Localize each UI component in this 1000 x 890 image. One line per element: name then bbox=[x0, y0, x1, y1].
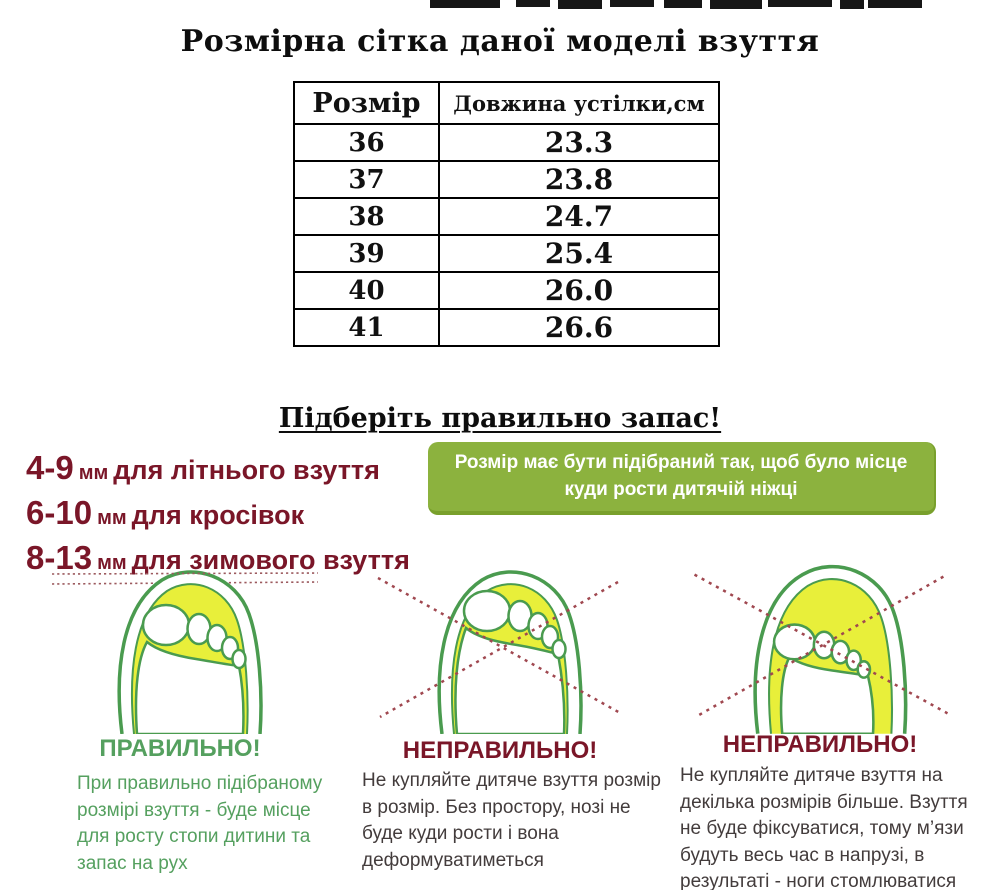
allowance-text: для літнього взуття bbox=[113, 455, 380, 485]
verdict-label-incorrect-loose: НЕПРАВИЛЬНО! bbox=[722, 731, 918, 758]
foot-diagram-loose bbox=[693, 564, 949, 734]
size-cell: 37 bbox=[293, 160, 440, 199]
toe bbox=[551, 638, 567, 660]
table-header-row: Розмір Довжина устілки,см bbox=[293, 81, 720, 125]
cropped-text-fragment bbox=[430, 0, 500, 8]
allowance-unit: мм bbox=[97, 507, 127, 529]
size-cell: 41 bbox=[293, 308, 440, 347]
big-toe bbox=[141, 603, 191, 647]
column-header-length: Довжина устілки,см bbox=[438, 81, 720, 125]
cropped-text-fragment bbox=[516, 0, 550, 7]
foot-illustration bbox=[454, 625, 566, 734]
tip-text: Розмір має бути підібраний так, щоб було… bbox=[454, 452, 908, 500]
allowance-item-winter: 8-13 мм для зимового взуття bbox=[26, 539, 436, 577]
foot-illustration bbox=[134, 640, 245, 734]
verdict-label-incorrect-tight: НЕПРАВИЛЬНО! bbox=[402, 737, 598, 764]
length-cell: 24.7 bbox=[438, 197, 720, 236]
allowance-range: 4-9 bbox=[26, 449, 74, 486]
length-cell: 23.3 bbox=[438, 123, 720, 162]
subtitle: Підберіть правильно запас! bbox=[278, 403, 722, 434]
table-row: 41 26.6 bbox=[293, 308, 720, 347]
cropped-text-fragment bbox=[664, 0, 702, 8]
allowance-item-sneakers: 6-10 мм для кросівок bbox=[26, 494, 436, 532]
foot-diagram-correct bbox=[51, 570, 319, 734]
toe bbox=[845, 649, 863, 672]
cropped-text-fragment bbox=[768, 0, 832, 7]
cropped-text-fragment bbox=[710, 0, 762, 9]
cropped-text-fragment bbox=[558, 0, 602, 9]
cross-out-mark bbox=[377, 576, 623, 716]
cropped-text-fragment bbox=[610, 0, 654, 7]
foot-diagram-tight bbox=[377, 570, 623, 734]
big-toe bbox=[462, 589, 512, 633]
page-title: Розмірна сітка даної моделі взуття bbox=[180, 24, 820, 59]
allowance-text: для зимового взуття bbox=[131, 545, 410, 575]
allowance-unit: мм bbox=[78, 462, 109, 484]
size-cell: 36 bbox=[293, 123, 440, 162]
table-row: 40 26.0 bbox=[293, 271, 720, 310]
column-header-size: Розмір bbox=[293, 81, 440, 125]
allowance-range: 6-10 bbox=[26, 494, 93, 531]
table-row: 36 23.3 bbox=[293, 123, 720, 162]
description-incorrect-loose: Не купляйте дитяче взуття на декілька ро… bbox=[680, 765, 968, 890]
allowance-unit: мм bbox=[97, 552, 127, 574]
length-cell: 26.0 bbox=[438, 271, 720, 310]
allowance-list: 4-9 мм для літнього взуття 6-10 мм для кросі… bbox=[26, 449, 436, 584]
cropped-text-fragment bbox=[840, 0, 864, 9]
length-cell: 25.4 bbox=[438, 234, 720, 273]
foot-illustration bbox=[779, 655, 875, 734]
table-row: 38 24.7 bbox=[293, 197, 720, 236]
toe bbox=[231, 648, 247, 670]
description-incorrect-tight: Не купляйте дитяче взуття розмір в розмі… bbox=[362, 770, 661, 871]
length-cell: 23.8 bbox=[438, 160, 720, 199]
table-row: 37 23.8 bbox=[293, 160, 720, 199]
length-cell: 26.6 bbox=[438, 308, 720, 347]
cross-out-mark bbox=[379, 580, 619, 719]
cropped-text-fragment bbox=[868, 0, 922, 8]
allowance-item-summer: 4-9 мм для літнього взуття bbox=[26, 449, 436, 487]
allowance-range: 8-13 bbox=[26, 539, 93, 576]
verdict-label-correct: ПРАВИЛЬНО! bbox=[99, 735, 261, 762]
description-correct: При правильно підібраному розмірі взуття… bbox=[77, 773, 323, 874]
allowance-text: для кросівок bbox=[131, 500, 305, 530]
tip-box: Розмір має бути підібраний так, щоб було… bbox=[428, 442, 936, 516]
size-table: Розмір Довжина устілки,см 36 23.3 37 23.… bbox=[293, 81, 720, 347]
size-cell: 39 bbox=[293, 234, 440, 273]
size-cell: 38 bbox=[293, 197, 440, 236]
table-row: 39 25.4 bbox=[293, 234, 720, 273]
size-cell: 40 bbox=[293, 271, 440, 310]
